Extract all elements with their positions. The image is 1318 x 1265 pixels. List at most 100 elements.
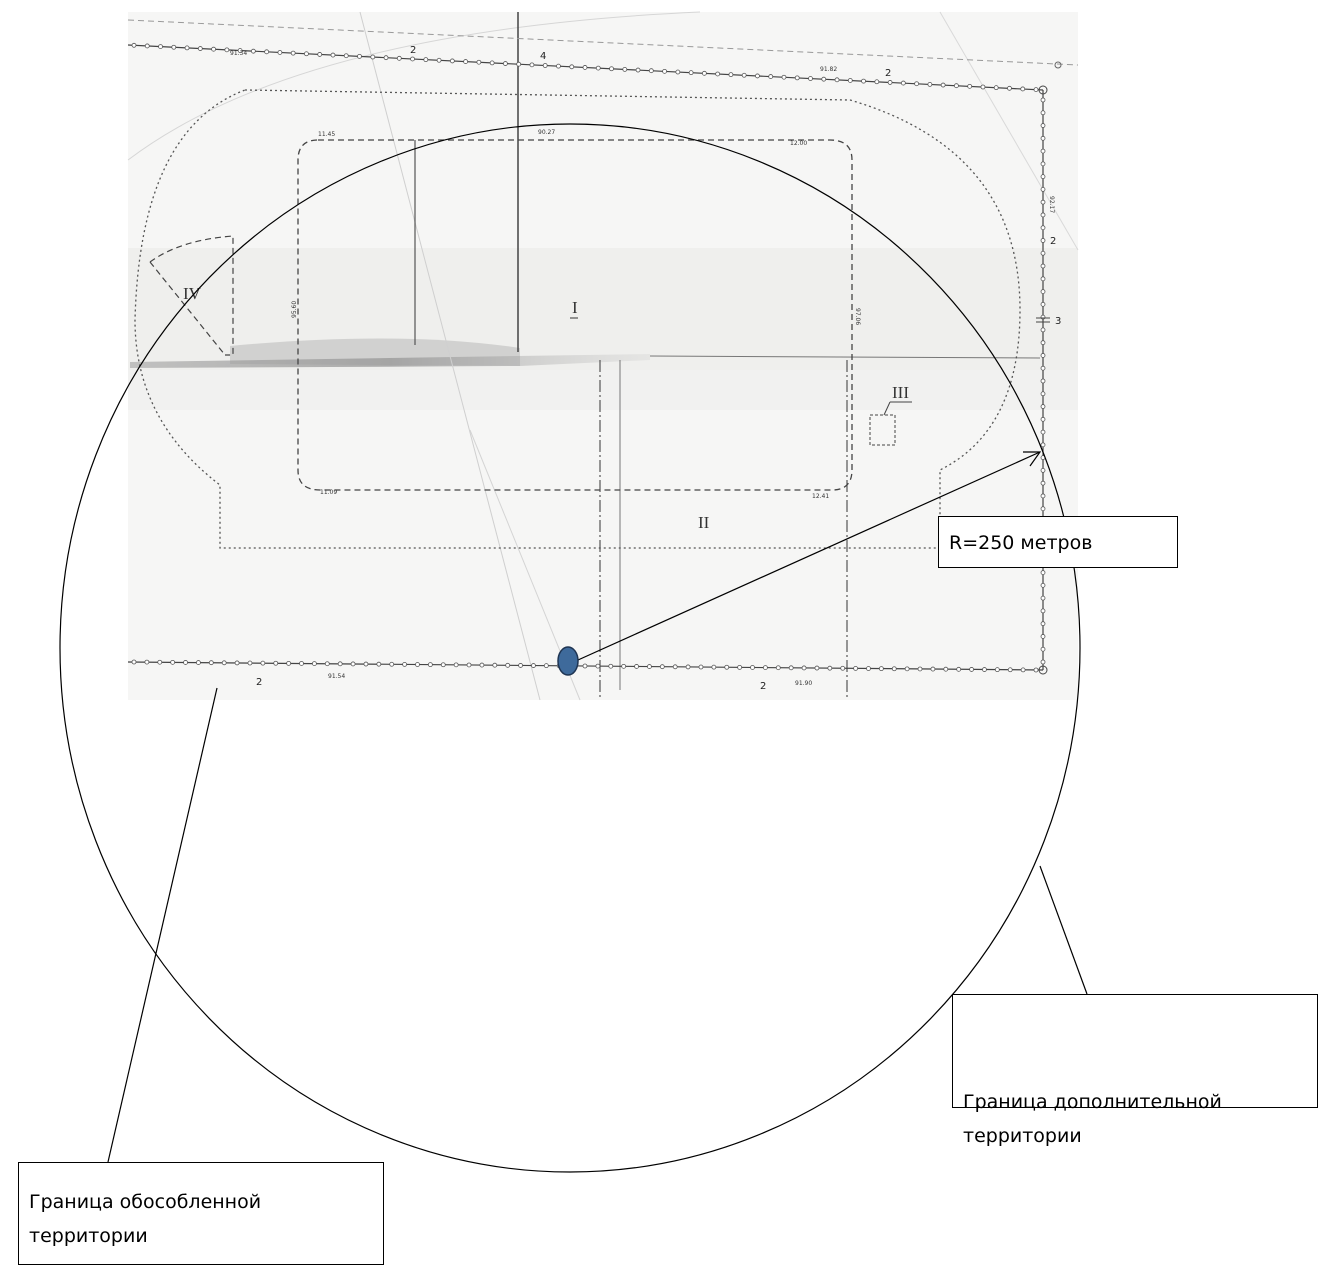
boundary-marker [814,665,820,671]
boundary-marker [157,659,163,665]
boundary-marker [131,42,137,48]
boundary-marker [250,48,256,54]
zone-1-outline [297,139,853,491]
boundary-marker [304,51,309,57]
boundary-marker [1040,506,1046,512]
boundary-marker [363,661,369,667]
elevation-mark: 91.82 [820,66,837,73]
boundary-marker [956,666,962,672]
boundary-marker [1040,634,1046,639]
boundary-marker [847,78,853,83]
boundary-marker [357,53,362,59]
boundary-marker [728,72,734,78]
boundary-marker [801,665,807,671]
boundary-marker [1040,161,1046,167]
boundary-marker [131,659,137,665]
boundary-marker [1040,199,1046,205]
boundary-marker [635,67,641,73]
boundary-marker [396,55,402,61]
boundary-marker [1040,110,1046,116]
boundary-marker [582,663,588,669]
additional-territory-label: Граница дополнительной территории [963,1091,1228,1147]
boundary-marker [449,58,455,64]
boundary-marker [1040,595,1046,601]
elevation-mark: 91.54 [328,673,345,680]
boundary-marker [582,65,588,70]
boundary-marker [622,67,628,72]
boundary-marker [954,83,959,89]
boundary-marker [1040,340,1046,346]
boundary-marker [1040,391,1046,397]
boundary-marker [518,663,523,668]
boundary-marker [993,85,999,91]
elevation-mark: 91.34 [230,50,247,57]
zone-1-label: I [572,298,578,317]
zone-2-label: II [698,513,710,532]
boundary-marker [688,70,694,76]
boundary-marker [170,659,176,665]
boundary-marker [463,59,469,64]
boundary-marker [1040,135,1046,141]
boundary-marker [1020,667,1026,673]
boundary-marker [1040,621,1046,627]
boundary-marker [476,59,482,65]
boundary-marker [427,662,433,668]
boundary-marker [224,47,230,53]
boundary-marker [286,660,292,666]
boundary-marker [1040,263,1046,269]
boundary-marker [840,665,846,671]
boundary-marker [808,76,813,81]
boundary-marker [967,83,973,89]
boundary-marker [1040,289,1046,294]
boundary-marker [1040,314,1046,320]
elevation-mark: 12.41 [812,493,829,500]
boundary-marker [1040,250,1046,256]
boundary-marker [1040,404,1046,409]
scanned-plan: I II III IV 2 4 2 2 3 2 2 91.34 91.82 11… [127,11,1079,701]
boundary-marker [423,57,429,63]
boundary-marker [866,666,871,671]
boundary-marker [440,662,446,668]
boundary-marker [489,60,495,66]
boundary-marker [505,662,511,668]
boundary-marker [969,667,974,672]
boundary-marker [648,68,654,74]
plan-number: 4 [540,51,546,62]
boundary-marker [183,660,188,665]
boundary-marker [543,663,549,669]
boundary-marker [410,56,415,62]
plan-number: 3 [1055,316,1061,327]
elevation-mark: 97.06 [854,308,861,325]
boundary-marker [930,666,936,672]
boundary-marker [874,79,880,85]
boundary-marker [878,666,884,672]
boundary-marker [675,69,681,75]
boundary-marker [794,75,800,81]
boundary-marker [900,80,906,86]
boundary-marker [595,65,601,71]
boundary-marker [914,81,920,87]
boundary-marker [715,71,721,77]
radius-label-box: R=250 метров [938,516,1178,568]
boundary-marker [1040,429,1046,435]
boundary-marker [311,661,317,666]
elevation-mark: 95.60 [291,301,298,318]
boundary-markers-bottom [131,659,1039,673]
zone-3-outline [869,414,896,446]
boundary-marker [144,659,150,665]
boundary-marker [1040,468,1046,473]
boundary-marker [861,78,866,84]
boundary-marker [1040,582,1046,588]
boundary-marker [324,661,330,667]
boundary-marker [569,64,575,70]
boundary-marker [531,663,536,668]
boundary-marker [260,660,266,666]
boundary-marker [1040,327,1046,333]
plan-number: 2 [256,677,262,688]
boundary-marker [788,665,794,671]
boundary-marker [1040,97,1046,103]
boundary-marker [741,72,747,78]
boundary-marker [737,664,743,670]
boundary-marker [277,50,283,55]
boundary-marker [383,55,389,61]
